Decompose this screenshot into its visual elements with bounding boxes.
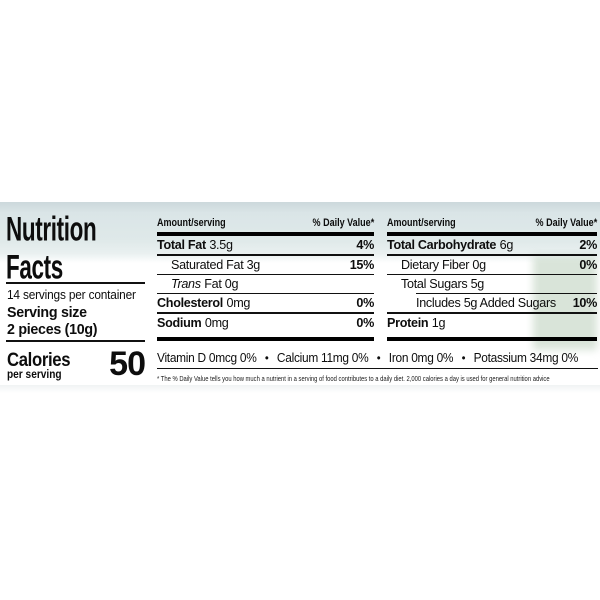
thick-divider (157, 336, 374, 342)
nutrient-name: Total Carbohydrate (387, 238, 497, 253)
nutrient-amount: Dietary Fiber 0g (401, 257, 486, 272)
nutrient-amount: 0mg (226, 296, 251, 311)
daily-value: 10% (572, 296, 598, 311)
serving-size-label: Serving size (7, 304, 87, 321)
label-title: Nutrition Facts (6, 208, 97, 286)
iron-value: Iron 0mg 0% (388, 350, 454, 365)
thick-divider (157, 231, 374, 236)
daily-value: 0% (356, 296, 374, 311)
nutrient-name: Sodium (157, 315, 202, 330)
potassium-value: Potassium 34mg 0% (473, 350, 579, 365)
divider-medium (6, 340, 145, 343)
nutrient-amount: 0mg (204, 315, 229, 330)
label-bottom-edge (0, 385, 600, 393)
thick-divider (387, 336, 597, 342)
bullet-separator: • (264, 350, 269, 365)
column-header: Amount/serving % Daily Value* (157, 214, 374, 229)
package-green-shading (533, 256, 597, 350)
row-dietary-fiber: Dietary Fiber 0g 0% (387, 255, 597, 276)
amount-serving-header: Amount/serving (387, 217, 456, 229)
daily-value-footnote: * The % Daily Value tells you how much a… (157, 374, 550, 383)
nutrient-amount: 3.5g (209, 238, 233, 253)
row-total-carbohydrate: Total Carbohydrate 6g 2% (387, 236, 597, 256)
nutrient-amount: 1g (431, 315, 446, 330)
nutrient-name: Cholesterol (157, 296, 223, 311)
nutrient-name: Protein (387, 315, 429, 330)
row-rule (157, 293, 374, 295)
bullet-separator: • (376, 350, 381, 365)
daily-value: 15% (349, 257, 375, 272)
row-rule (387, 273, 597, 276)
divider-thin (6, 282, 145, 284)
calories-value: 50 (109, 345, 146, 383)
row-cholesterol: Cholesterol 0mg 0% (157, 294, 374, 314)
row-rule (387, 312, 597, 314)
daily-value: 0% (356, 315, 374, 330)
label-title-line1: Nutrition (6, 208, 97, 248)
serving-size-value: 2 pieces (10g) (7, 321, 98, 338)
divider-thin (157, 367, 598, 369)
row-rule-indented (416, 293, 597, 295)
calcium-value: Calcium 11mg 0% (276, 350, 369, 365)
vitamin-d-value: Vitamin D 0mcg 0% (157, 350, 257, 365)
row-total-fat: Total Fat 3.5g 4% (157, 236, 374, 256)
nutrient-amount: Fat 0g (204, 277, 239, 292)
daily-value-header: % Daily Value* (535, 217, 597, 229)
row-sodium: Sodium 0mg 0% (157, 313, 374, 332)
daily-value: 2% (579, 238, 597, 253)
row-protein: Protein 1g (387, 313, 597, 332)
column-header: Amount/serving % Daily Value* (387, 214, 597, 229)
label-title-line2: Facts (6, 246, 63, 286)
thick-divider (387, 231, 597, 236)
row-added-sugars: Includes 5g Added Sugars 10% (387, 294, 598, 314)
row-total-sugars: Total Sugars 5g (387, 274, 597, 295)
micronutrients-row: Vitamin D 0mcg 0% • Calcium 11mg 0% • Ir… (157, 350, 596, 365)
nutrient-amount: Total Sugars 5g (401, 277, 485, 292)
servings-per-container: 14 servings per container (7, 287, 136, 302)
row-rule (157, 254, 374, 256)
daily-value-header: % Daily Value* (312, 217, 374, 229)
nutrient-name: Total Fat (157, 238, 206, 253)
nutrient-name-italic: Trans (171, 277, 201, 292)
nutrient-column-right: Amount/serving % Daily Value* Total Carb… (387, 214, 598, 342)
daily-value: 4% (356, 238, 374, 253)
row-rule (157, 312, 374, 314)
row-trans-fat: Trans Fat 0g (157, 274, 374, 295)
amount-serving-header: Amount/serving (157, 217, 226, 229)
row-rule (157, 273, 374, 276)
calories-label: Calories (7, 350, 71, 371)
nutrient-amount: Includes 5g Added Sugars (416, 296, 556, 311)
nutrient-amount: 6g (499, 238, 514, 253)
nutrient-column-left: Amount/serving % Daily Value* Total Fat … (157, 214, 375, 342)
bullet-separator: • (461, 350, 466, 365)
row-rule (387, 254, 597, 256)
nutrient-amount: Saturated Fat 3g (171, 257, 261, 272)
calories-sublabel: per serving (7, 369, 62, 381)
daily-value: 0% (579, 257, 597, 272)
row-saturated-fat: Saturated Fat 3g 15% (157, 255, 375, 276)
